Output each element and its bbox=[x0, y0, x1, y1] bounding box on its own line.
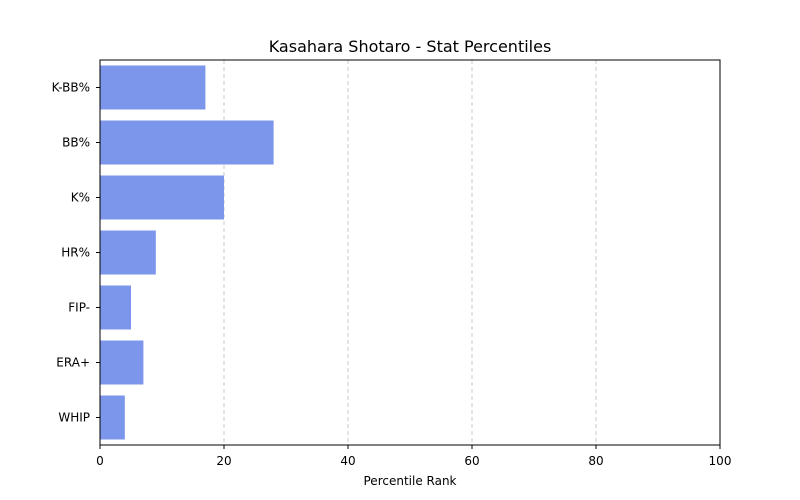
y-tick-label: K% bbox=[71, 191, 90, 205]
x-tick-label: 80 bbox=[588, 454, 603, 468]
bar-whip bbox=[100, 395, 125, 440]
bar-bb- bbox=[100, 120, 274, 165]
bar-era- bbox=[100, 340, 144, 385]
y-tick-label: ERA+ bbox=[56, 356, 90, 370]
x-tick-label: 60 bbox=[464, 454, 479, 468]
chart-title: Kasahara Shotaro - Stat Percentiles bbox=[269, 37, 552, 56]
x-tick-label: 0 bbox=[96, 454, 104, 468]
y-tick-label: HR% bbox=[61, 246, 90, 260]
x-tick-label: 20 bbox=[216, 454, 231, 468]
bars bbox=[100, 65, 274, 440]
y-tick-label: K-BB% bbox=[52, 81, 90, 95]
y-tick-label: WHIP bbox=[58, 411, 90, 425]
bar-fip- bbox=[100, 285, 131, 330]
x-tick-label: 100 bbox=[709, 454, 732, 468]
y-axis-ticks: K-BB% BB% K% HR% FIP- ERA+ WHIP bbox=[52, 81, 100, 425]
plot-frame bbox=[99, 59, 721, 446]
x-axis-label: Percentile Rank bbox=[364, 474, 457, 488]
y-tick-label: FIP- bbox=[68, 301, 90, 315]
bar-k-bb- bbox=[100, 65, 206, 110]
bar-hr- bbox=[100, 230, 156, 275]
bar-k- bbox=[100, 175, 224, 220]
x-axis-ticks: 0 20 40 60 80 100 bbox=[96, 445, 731, 468]
grid-lines bbox=[223, 60, 597, 445]
x-tick-label: 40 bbox=[340, 454, 355, 468]
y-tick-label: BB% bbox=[62, 136, 90, 150]
